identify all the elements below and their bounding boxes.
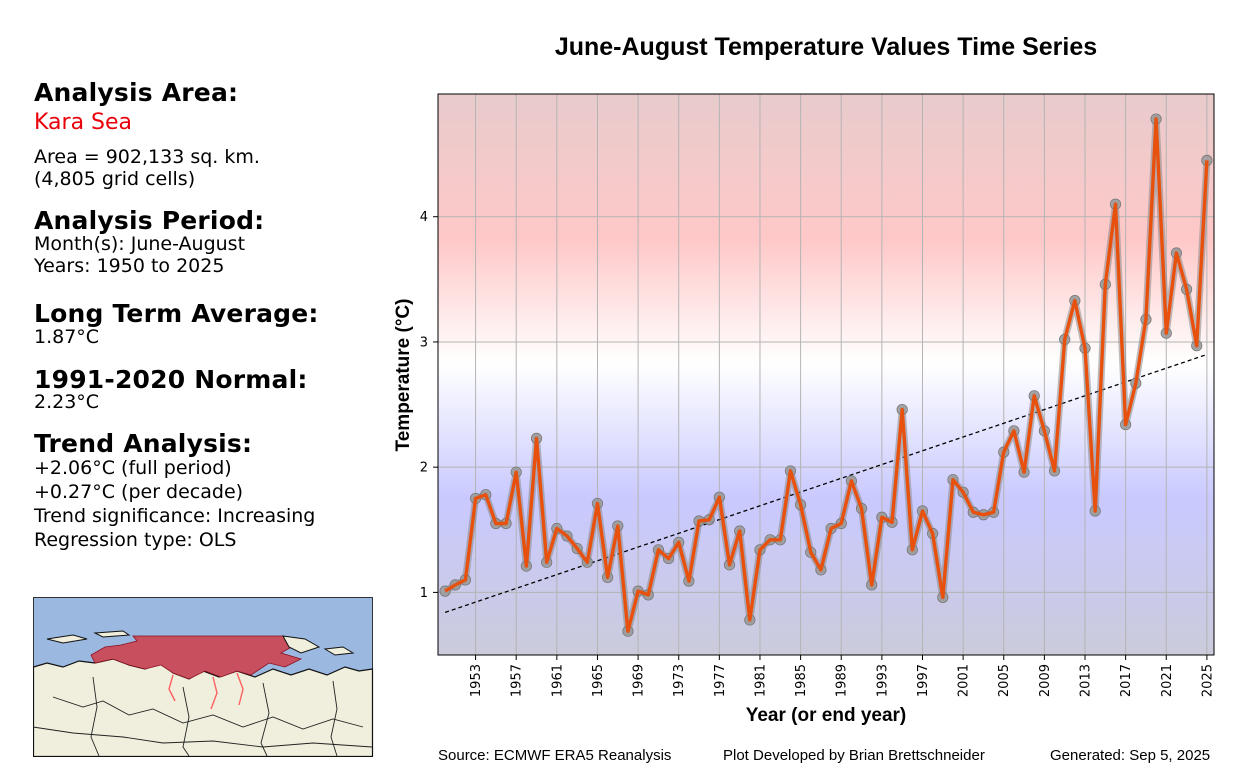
map-land-islands [46,630,355,656]
map-borders [33,676,373,757]
y-tick-label: 2 [420,461,428,476]
x-tick-label: 2001 [957,664,972,697]
trend-per-decade: +0.27°C (per decade) [34,481,244,503]
x-tick-label: 1985 [794,664,809,697]
long-term-average-value: 1.87°C [34,326,100,348]
regression-type: Regression type: OLS [34,529,237,551]
footer-generated: Generated: Sep 5, 2025 [1050,747,1211,764]
x-tick-label: 1969 [632,664,647,697]
x-tick-label: 1973 [672,664,687,697]
series-line [444,117,1209,633]
x-tick-label: 1977 [713,664,728,697]
normal-value: 2.23°C [34,391,100,413]
analysis-period-heading: Analysis Period: [34,206,265,235]
trend-full-period: +2.06°C (full period) [34,457,232,479]
x-tick-label: 1993 [875,664,890,697]
y-tick-label: 3 [420,335,428,350]
map-rivers [168,672,244,710]
y-axis-ticks: 1 2 3 4 [420,210,438,601]
chart-title: June-August Temperature Values Time Seri… [554,33,1098,61]
footer-source: Source: ECMWF ERA5 Reanalysis [438,747,672,764]
area-name: Kara Sea [34,110,133,135]
years-text: Years: 1950 to 2025 [34,255,225,277]
analysis-area-heading: Analysis Area: [34,78,239,107]
footer-developer: Plot Developed by Brian Brettschneider [723,747,985,764]
x-tick-label: 1953 [469,664,484,697]
y-tick-label: 4 [420,210,428,225]
x-tick-label: 2017 [1119,664,1134,697]
x-tick-label: 1965 [591,664,606,697]
series-layer [439,113,1213,637]
x-axis-label: Year (or end year) [746,705,907,726]
trend-significance: Trend significance: Increasing [34,505,316,527]
x-tick-label: 2005 [997,664,1012,697]
normal-heading: 1991-2020 Normal: [34,365,308,394]
y-tick-label: 1 [420,586,428,601]
area-size: Area = 902,133 sq. km. [34,146,260,168]
x-tick-label: 1961 [550,664,565,697]
map-kara-sea-region [90,635,303,680]
x-tick-label: 2009 [1038,664,1053,697]
x-tick-label: 2021 [1160,664,1175,697]
x-tick-label: 1981 [753,664,768,697]
trend-analysis-heading: Trend Analysis: [34,429,253,458]
grid-cells: (4,805 grid cells) [34,168,196,190]
y-axis-label: Temperature (°C) [393,299,414,452]
x-tick-label: 2013 [1079,664,1094,697]
x-tick-label: 2025 [1200,664,1215,697]
trend-line [444,353,1208,614]
plot-frame [437,93,1215,656]
x-axis-ticks: 1953 1957 1961 1965 1969 1973 1977 1981 1985 1989… [469,655,1215,697]
months-text: Month(s): June-August [34,233,246,255]
x-tick-label: 1997 [916,664,931,697]
x-tick-label: 1957 [510,664,525,697]
x-tick-label: 1989 [835,664,850,697]
trend-layer [444,353,1208,614]
region-map [33,597,374,757]
long-term-average-heading: Long Term Average: [34,299,319,328]
